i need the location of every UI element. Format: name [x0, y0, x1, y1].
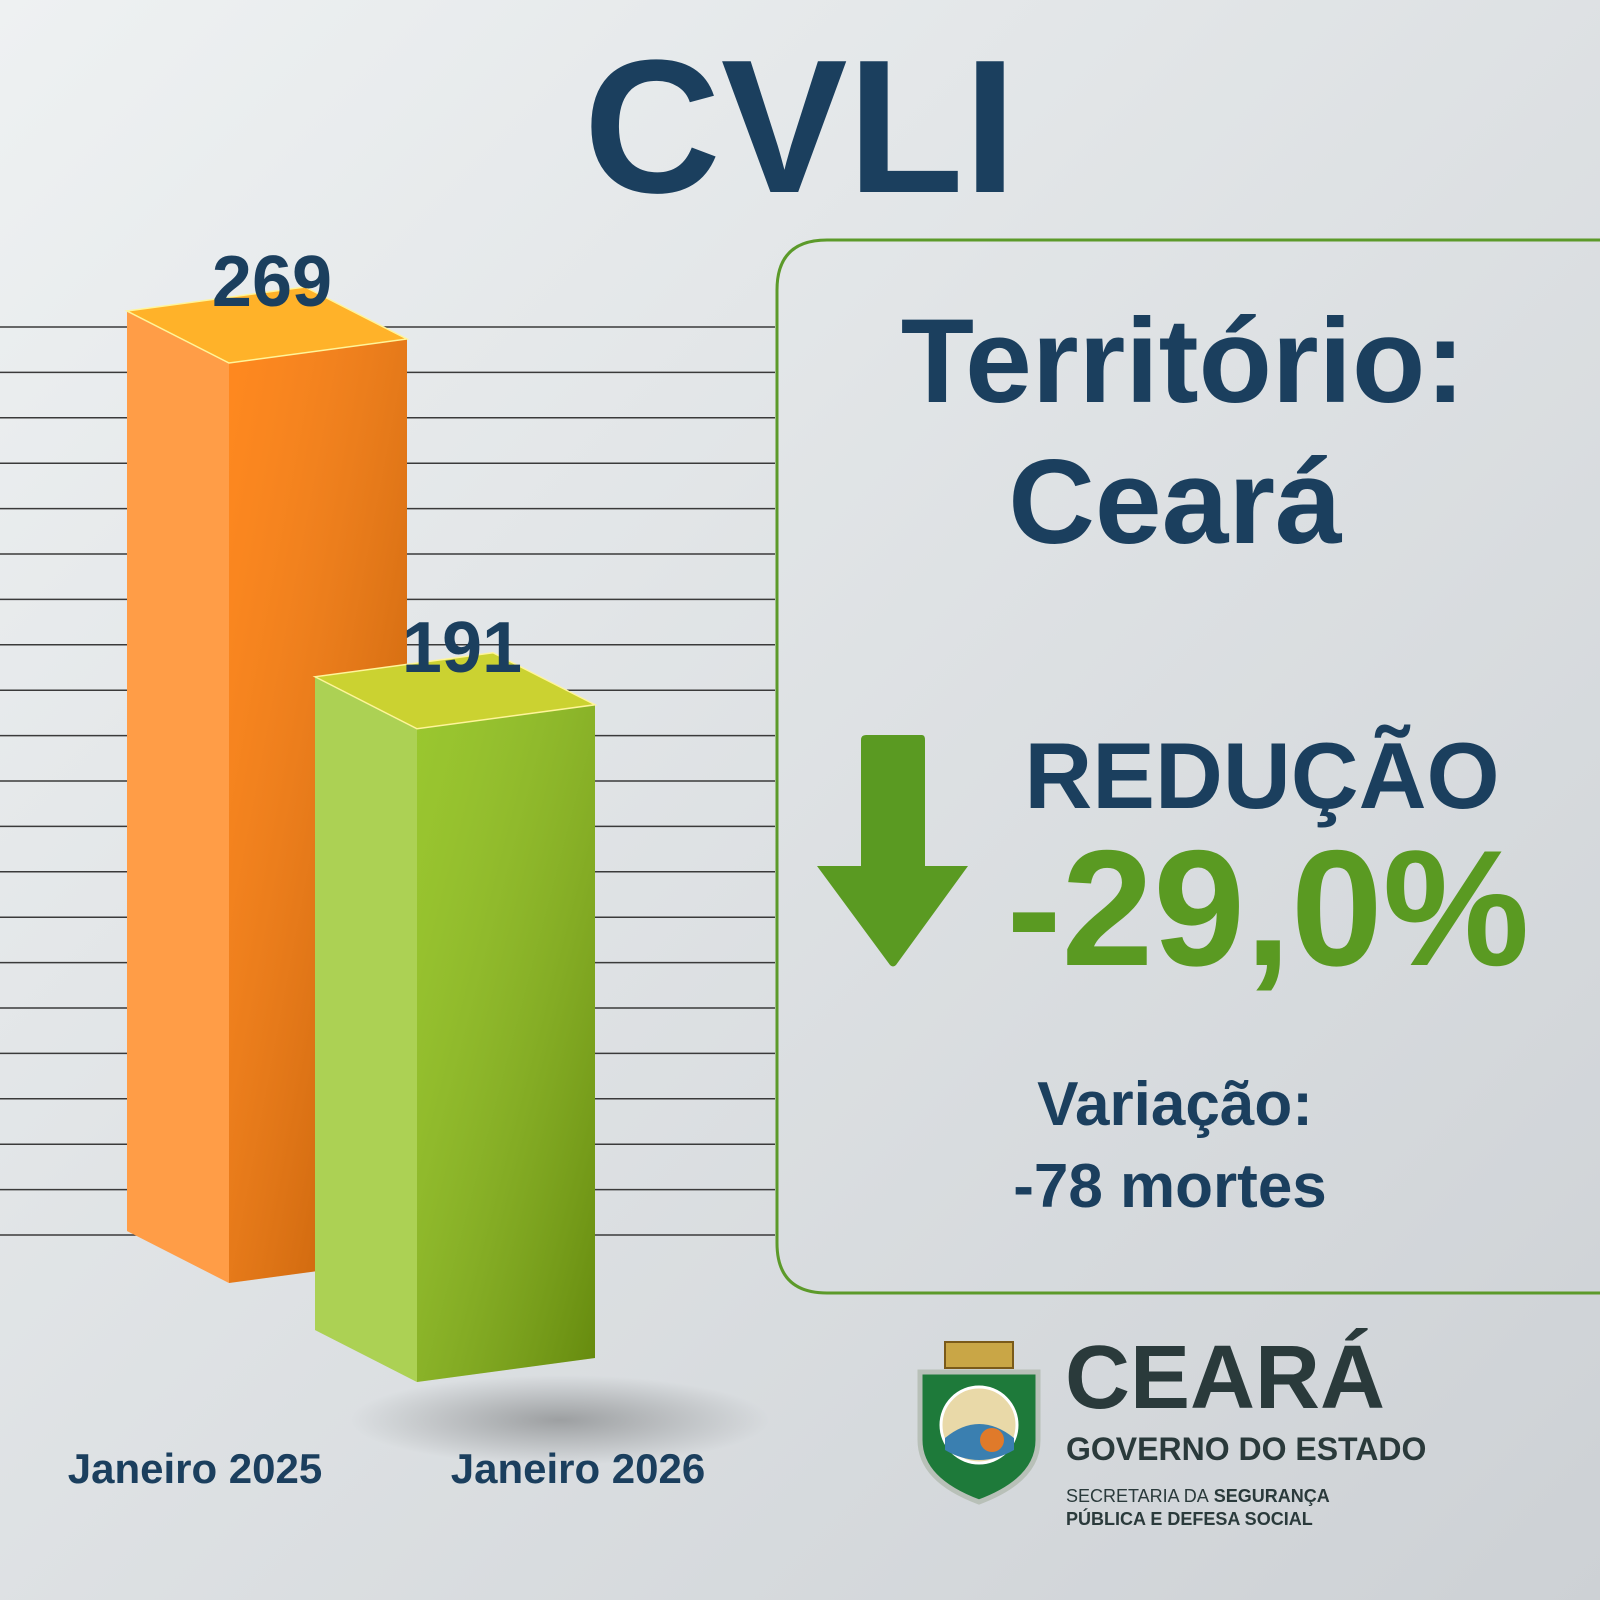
territory-label: Território:	[901, 294, 1465, 428]
bar-side	[315, 676, 417, 1382]
chart-title: CVLI	[584, 21, 1017, 233]
bar-top-light	[124, 286, 410, 364]
territory: Ceará	[1008, 435, 1343, 569]
bar-side-light	[315, 676, 417, 1382]
bar	[312, 651, 598, 1382]
variation-label: Variação:	[1037, 1070, 1313, 1139]
logo-name: CEARÁ	[1065, 1327, 1385, 1428]
logo-dept-line2: PÚBLICA E DEFESA SOCIAL	[1066, 1508, 1313, 1529]
change-value: -29,0%	[1007, 816, 1530, 1000]
bar-side	[127, 311, 229, 1283]
bar-front-shade	[417, 704, 595, 1382]
x-tick-label: Janeiro 2025	[68, 1445, 323, 1492]
bar-shadow	[350, 1375, 770, 1465]
value-label: 191	[402, 608, 522, 688]
logo-dept: SECRETARIA DA SEGURANÇA	[1066, 1486, 1330, 1506]
trend-label: REDUÇÃO	[1024, 723, 1499, 828]
down-arrow	[817, 735, 968, 967]
logo-subtitle: GOVERNO DO ESTADO	[1066, 1431, 1426, 1467]
variation-value: -78 mortes	[1013, 1152, 1327, 1221]
logo-emblem	[917, 1341, 1041, 1505]
dept-prefix: SECRETARIA DA	[1066, 1486, 1209, 1506]
bar-side-light	[127, 311, 229, 1283]
bar-top-light	[312, 651, 598, 730]
value-label: 269	[212, 242, 332, 322]
info-panel	[775, 238, 1600, 1295]
x-tick-label: Janeiro 2026	[451, 1445, 706, 1492]
dept-bold: SEGURANÇA	[1214, 1486, 1330, 1506]
bars: 269 Janeiro 2025 191 Janeiro 2026	[68, 242, 706, 1492]
